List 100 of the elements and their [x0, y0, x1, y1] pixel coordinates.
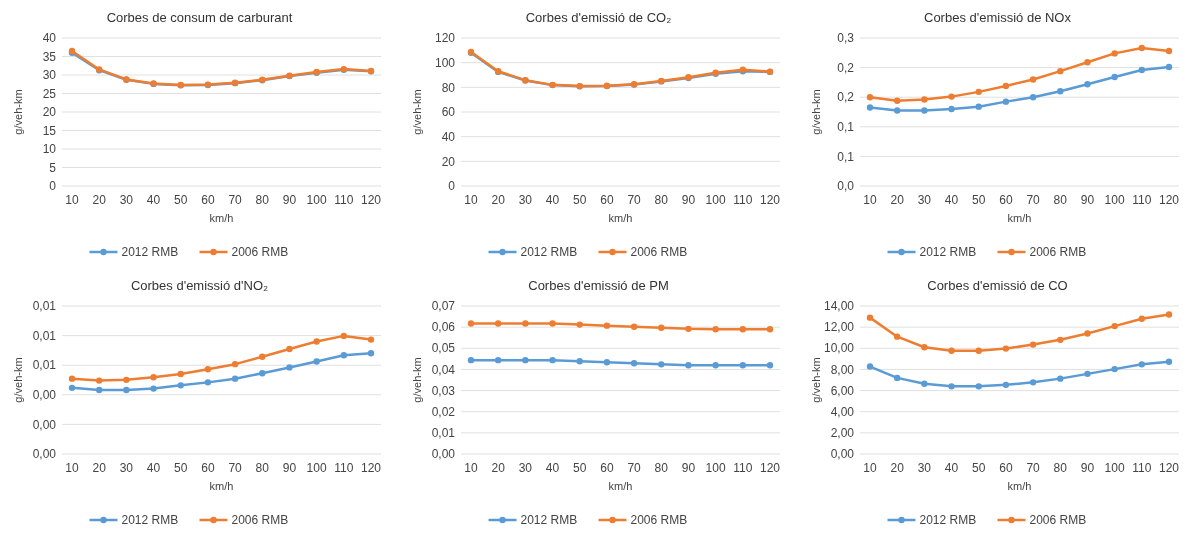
point [866, 314, 874, 321]
point [1111, 365, 1118, 373]
point [893, 107, 901, 114]
point [95, 386, 103, 394]
x-tick-label: 40 [944, 193, 959, 207]
point [866, 94, 874, 101]
y-tick-label: 10,00 [823, 341, 855, 356]
y-tick-label: 40 [42, 31, 57, 46]
legend-label: 2006 RMB [231, 245, 289, 260]
point [68, 384, 76, 392]
point [712, 362, 719, 369]
x-tick-label: 60 [201, 461, 215, 475]
x-tick-label: 20 [92, 193, 107, 207]
point [494, 356, 502, 364]
y-tick-label: 0,2 [837, 60, 855, 75]
point [948, 93, 955, 100]
y-tick-label: 35 [42, 49, 57, 64]
point [739, 362, 747, 369]
legend-label: 2006 RMB [231, 513, 289, 528]
y-tick-label: 0,03 [431, 383, 456, 398]
y-tick-label: 30 [42, 68, 57, 83]
point [1138, 66, 1146, 74]
x-tick-label: 120 [759, 461, 781, 475]
point [467, 356, 475, 364]
point [685, 325, 692, 333]
chart-title: Corbes d'emissió de CO₂ [525, 10, 672, 25]
x-axis-title: km/h [209, 480, 234, 492]
point [367, 336, 375, 343]
point [313, 338, 320, 345]
x-tick-label: 60 [999, 193, 1013, 207]
point [177, 370, 184, 378]
x-tick-label: 80 [255, 461, 270, 475]
legend-label: 2006 RMB [630, 245, 688, 260]
point [259, 353, 266, 360]
point [921, 107, 928, 114]
point [68, 375, 76, 382]
x-axis-title: km/h [608, 212, 633, 224]
point [286, 364, 293, 371]
x-tick-label: 50 [972, 193, 986, 207]
point [1111, 73, 1118, 81]
x-tick-label: 70 [1026, 461, 1041, 475]
x-axis-title: km/h [608, 480, 633, 492]
x-tick-label: 50 [573, 193, 587, 207]
y-axis-title: g/veh-km [810, 357, 822, 403]
x-tick-label: 110 [334, 461, 354, 475]
chart-title: Corbes de consum de carburant [106, 10, 293, 25]
point [948, 383, 955, 390]
y-tick-label: 0,01 [32, 299, 57, 314]
x-tick-label: 10 [464, 193, 478, 207]
point [367, 350, 375, 357]
x-tick-label: 10 [464, 461, 478, 475]
point [1084, 59, 1091, 66]
point [204, 379, 212, 386]
x-tick-label: 100 [306, 193, 327, 207]
point [1138, 315, 1146, 322]
x-tick-label: 120 [360, 461, 382, 475]
y-tick-label: 0,1 [837, 120, 855, 134]
legend-label: 2012 RMB [121, 245, 179, 260]
chart-title: Corbes d'emissió d'NO₂ [130, 278, 269, 293]
x-tick-label: 100 [705, 193, 726, 207]
x-tick-label: 70 [228, 461, 243, 475]
point [658, 361, 665, 368]
y-tick-label: 0,2 [837, 90, 855, 105]
point [1165, 358, 1173, 366]
x-tick-label: 30 [518, 193, 533, 207]
x-tick-label: 70 [627, 461, 642, 475]
legend-label: 2006 RMB [1029, 513, 1087, 528]
x-tick-label: 120 [759, 193, 781, 207]
point [340, 352, 348, 359]
x-axis-title: km/h [1007, 212, 1032, 224]
point [1057, 336, 1064, 344]
y-tick-label: 0,1 [837, 149, 855, 164]
x-tick-label: 80 [255, 193, 270, 207]
point [231, 375, 239, 382]
point [712, 326, 719, 333]
point [1029, 94, 1037, 101]
point [522, 320, 529, 327]
y-tick-label: 0,00 [32, 388, 57, 402]
y-tick-label: 40 [441, 129, 456, 144]
x-tick-label: 20 [890, 461, 905, 475]
x-tick-label: 40 [146, 193, 161, 207]
x-tick-label: 60 [600, 193, 614, 207]
point [685, 362, 692, 369]
x-tick-label: 30 [917, 193, 932, 207]
x-tick-label: 20 [491, 461, 506, 475]
y-tick-label: 60 [441, 105, 456, 120]
point [1165, 47, 1173, 55]
point [1138, 44, 1146, 52]
point [286, 345, 293, 353]
x-tick-label: 40 [944, 461, 959, 475]
legend-label: 2006 RMB [1029, 245, 1087, 260]
y-tick-label: 0,0 [837, 179, 855, 194]
point [123, 386, 130, 394]
x-tick-label: 90 [282, 461, 297, 475]
point [603, 322, 611, 329]
point [1165, 63, 1173, 71]
x-tick-label: 70 [228, 193, 243, 207]
y-tick-label: 20 [441, 154, 456, 169]
x-tick-label: 110 [1132, 193, 1152, 207]
legend-label: 2012 RMB [919, 245, 977, 260]
